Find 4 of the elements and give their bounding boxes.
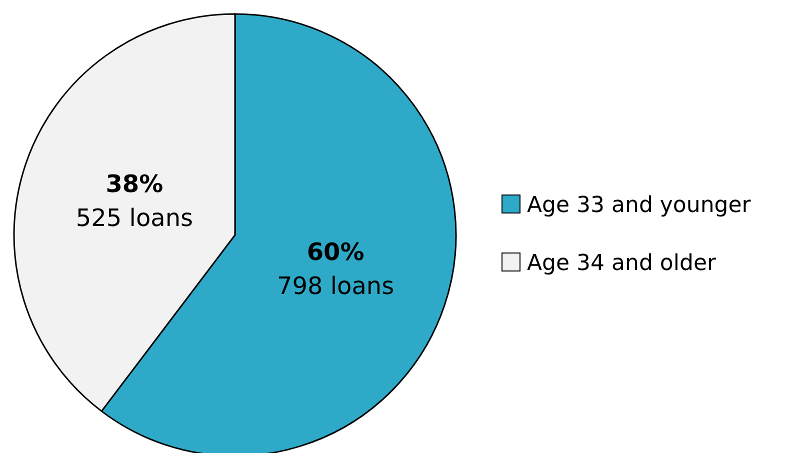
legend-label: Age 33 and younger [527, 193, 752, 218]
data-label: 60% 798 loans [276, 238, 394, 300]
legend-label: Age 34 and older [527, 251, 717, 276]
data-label: 38% 525 loans [76, 170, 194, 232]
